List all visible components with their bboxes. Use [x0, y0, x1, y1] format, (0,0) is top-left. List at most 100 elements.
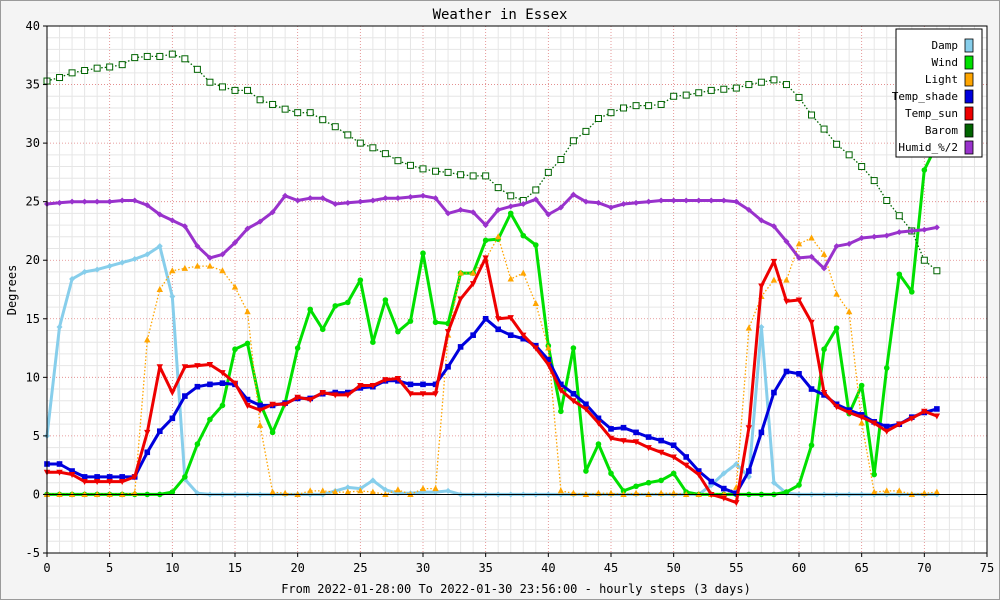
temp-shade-point	[482, 315, 489, 322]
wind-point	[395, 328, 401, 335]
series-humid-2	[44, 191, 940, 272]
temp-sun-point	[645, 445, 652, 452]
humid-2-point	[658, 197, 665, 204]
legend-swatch-barom	[964, 123, 974, 138]
barom-point	[131, 54, 139, 62]
barom-point	[895, 212, 903, 220]
temp-sun-point	[307, 397, 314, 404]
y-tick-label: 40	[26, 19, 40, 33]
y-tick-label: 25	[26, 195, 40, 209]
barom-point	[218, 83, 226, 91]
temp-shade-point	[570, 390, 577, 397]
barom-point	[244, 86, 252, 94]
temp-sun-point	[795, 297, 803, 304]
humid-2-point	[833, 243, 840, 250]
temp-sun-point	[457, 296, 464, 303]
humid-2-point	[633, 199, 640, 206]
y-tick-label: 15	[26, 312, 40, 326]
temp-sun-point	[657, 449, 665, 456]
humid-2-point	[871, 233, 878, 240]
wind-point	[520, 232, 527, 239]
y-tick-label: -5	[26, 546, 40, 560]
temp-sun-point	[858, 414, 865, 421]
wind-point	[432, 319, 439, 326]
light-point	[871, 488, 878, 495]
temp-shade-point	[407, 381, 414, 388]
damp-point	[770, 479, 777, 486]
barom-point	[356, 139, 364, 147]
temp-shade-point	[194, 383, 201, 390]
temp-shade-point	[721, 485, 727, 492]
barom-point	[181, 55, 189, 63]
temp-sun-point	[156, 364, 163, 371]
humid-2-point	[670, 197, 677, 204]
temp-sun-point	[269, 401, 276, 408]
barom-point	[444, 168, 452, 176]
humid-2-point	[106, 198, 113, 205]
wind-point	[207, 416, 213, 423]
humid-2-point	[758, 217, 765, 224]
light-point	[820, 250, 828, 257]
light-point	[520, 269, 527, 276]
barom-point	[607, 109, 615, 117]
barom-point	[306, 109, 314, 117]
humid-2-point	[470, 209, 477, 216]
humid-2-point	[695, 197, 702, 204]
wind-point	[382, 297, 389, 303]
light-point	[144, 336, 151, 343]
temp-sun-point	[106, 479, 113, 486]
temp-sun-point	[532, 345, 539, 352]
barom-point	[833, 140, 841, 148]
light-point	[883, 487, 890, 494]
humid-2-point	[620, 201, 627, 208]
damp-point	[56, 323, 63, 330]
light-point	[419, 485, 427, 492]
humid-2-point	[770, 223, 777, 230]
legend-swatch-temp-shade	[964, 89, 974, 104]
temp-shade-point	[169, 415, 176, 422]
temp-sun-point	[344, 392, 351, 399]
x-tick-label: 30	[416, 561, 430, 575]
temp-sun-point	[332, 392, 339, 399]
temp-sun-point	[281, 401, 289, 408]
temp-shade-point	[244, 396, 251, 403]
wind-point	[583, 468, 589, 474]
humid-2-point	[206, 254, 213, 261]
humid-2-point	[608, 204, 614, 211]
series-line-light	[47, 235, 937, 496]
temp-sun-point	[582, 406, 590, 413]
wind-point	[796, 482, 802, 488]
light-point	[545, 344, 552, 351]
wind-point	[645, 479, 652, 486]
temp-sun-point	[495, 316, 502, 323]
humid-2-point	[56, 199, 63, 206]
humid-2-point	[119, 197, 126, 204]
damp-point	[69, 275, 76, 282]
light-point	[783, 276, 790, 283]
damp-point	[119, 259, 126, 266]
barom-point	[645, 102, 653, 110]
legend-label-temp-shade: Temp_shade	[892, 90, 958, 103]
temp-sun-point	[595, 420, 602, 427]
light-point	[845, 308, 853, 315]
temp-shade-point	[545, 356, 552, 363]
barom-point	[344, 131, 352, 139]
wind-point	[608, 470, 614, 477]
temp-sun-point	[181, 364, 189, 371]
light-point	[319, 487, 326, 494]
y-tick-label: 35	[26, 78, 40, 92]
barom-point	[582, 127, 590, 135]
barom-point	[657, 100, 665, 108]
wind-point	[871, 471, 877, 478]
light-point	[231, 283, 239, 290]
humid-2-point	[796, 254, 802, 261]
wind-point	[821, 346, 827, 353]
temp-shade-point	[257, 402, 263, 409]
temp-shade-point	[783, 368, 790, 375]
temp-sun-point	[219, 370, 226, 377]
humid-2-point	[219, 251, 226, 258]
barom-point	[544, 168, 552, 176]
temp-shade-point	[445, 363, 451, 370]
barom-point	[732, 84, 740, 92]
barom-point	[770, 76, 778, 84]
